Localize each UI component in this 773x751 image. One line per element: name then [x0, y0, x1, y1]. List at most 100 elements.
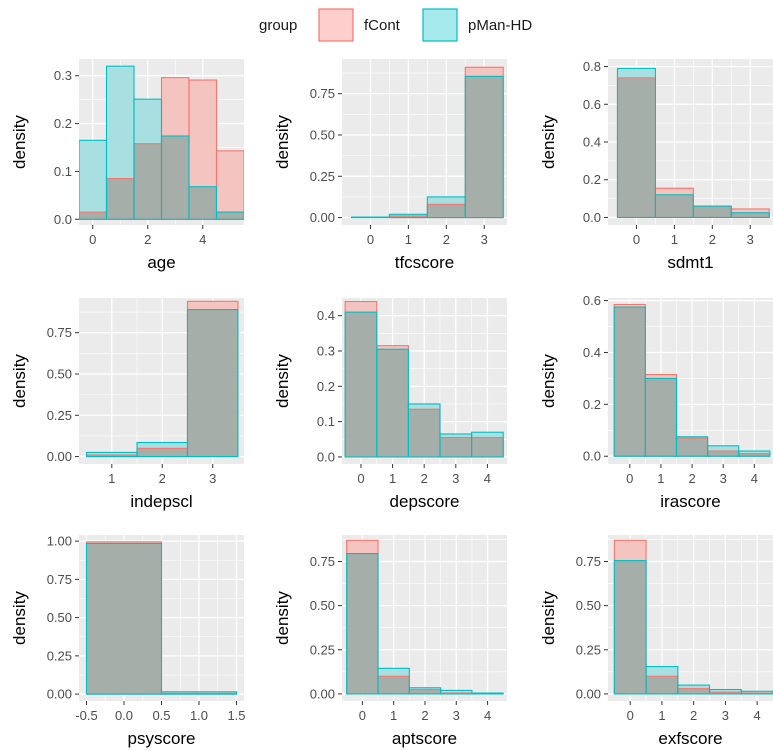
bar-overlap — [409, 689, 441, 694]
y-tick-label: 0.50 — [47, 610, 72, 625]
bar-excess — [614, 540, 647, 561]
bar-pman-hd — [377, 667, 410, 695]
bar-excess — [106, 66, 134, 179]
x-tick-label: 0.0 — [115, 708, 133, 723]
y-axis-title: density — [273, 115, 292, 169]
bar-pman-hd — [440, 689, 473, 695]
y-tick-label: 0.3 — [54, 68, 72, 83]
y-tick-label: 0.00 — [47, 449, 72, 464]
panel-depscore: 0.0 0.1 0.2 0.3 0.4 0 1 2 3 4 depscore density — [273, 298, 507, 511]
bar-pman-hd — [215, 211, 244, 220]
y-tick-label: 0.25 — [47, 408, 72, 423]
y-tick-label: 0.50 — [310, 598, 335, 613]
x-tick-label: 1 — [671, 232, 678, 247]
bar-overlap — [646, 676, 678, 694]
bar-excess — [408, 403, 440, 410]
y-axis-title: density — [539, 354, 558, 408]
legend-label-pman-hd: pMan-HD — [468, 17, 532, 34]
bar-pman-hd — [471, 431, 504, 458]
bar-pman-hd — [730, 212, 770, 219]
y-tick-label: 0.1 — [317, 414, 335, 429]
x-tick-label: 0 — [89, 232, 96, 247]
y-tick-label: 0.0 — [54, 212, 72, 227]
y-tick-label: 0.00 — [47, 687, 72, 702]
panel-sdmt1: 0.0 0.2 0.4 0.6 0.8 0 1 2 3 sdmt1 density — [539, 59, 773, 272]
bar-excess — [731, 208, 770, 213]
y-tick-label: 0.75 — [47, 572, 72, 587]
x-tick-label: 2 — [709, 232, 716, 247]
panel-bars — [346, 539, 504, 695]
panel-psyscore: 0.00 0.25 0.50 0.75 1.00 -0.5 0.0 0.5 1.0 1.5 psys… — [10, 534, 246, 748]
bar-overlap — [189, 186, 217, 220]
bar-overlap — [216, 212, 244, 220]
bar-overlap — [645, 378, 677, 457]
bar-pman-hd — [645, 666, 679, 695]
y-tick-label: 0.75 — [576, 554, 601, 569]
x-tick-label: 0 — [357, 471, 364, 486]
bar-excess — [346, 540, 379, 554]
y-axis-title: density — [539, 115, 558, 169]
bar-excess — [440, 690, 472, 694]
y-tick-label: 0.75 — [47, 325, 72, 340]
bar-overlap — [707, 451, 739, 457]
panel-irascore: 0.0 0.2 0.4 0.6 0 1 2 3 4 irascore density — [539, 293, 773, 511]
bar-overlap — [465, 76, 504, 218]
y-tick-label: 0.50 — [310, 127, 335, 142]
bar-excess — [465, 67, 504, 77]
panel-bars — [350, 66, 504, 219]
x-tick-label: 1 — [390, 708, 397, 723]
bar-overlap — [471, 437, 504, 457]
panel-exfscore: 0.00 0.25 0.50 0.75 0 1 2 3 4 exfscore density — [539, 535, 773, 748]
x-axis-title: exfscore — [658, 729, 722, 748]
y-tick-label: 0.4 — [317, 308, 335, 323]
bar-excess — [677, 685, 710, 689]
y-tick-label: 0.2 — [583, 397, 601, 412]
x-tick-label: 3 — [452, 471, 459, 486]
x-axis-title: indepscl — [130, 492, 192, 511]
x-tick-label: 3 — [209, 471, 216, 486]
bar-excess — [79, 140, 107, 213]
x-tick-label: 1 — [389, 471, 396, 486]
x-tick-label: -0.5 — [75, 708, 97, 723]
bar-overlap — [617, 77, 656, 218]
bar-pman-hd — [738, 450, 771, 457]
x-axis-title: depscore — [390, 492, 460, 511]
bar-excess — [655, 188, 694, 195]
bar-excess — [427, 196, 466, 205]
bar-excess — [617, 68, 656, 78]
bar-overlap — [376, 349, 409, 457]
x-tick-label: 2 — [421, 708, 428, 723]
y-tick-label: 0.25 — [310, 169, 335, 184]
panel-bars — [79, 65, 244, 220]
y-axis-title: density — [273, 354, 292, 408]
bar-pman-hd — [346, 552, 379, 695]
panel-aptscore: 0.00 0.25 0.50 0.75 0 1 2 3 4 aptscore density — [273, 535, 507, 748]
x-tick-label: 3 — [720, 471, 727, 486]
bar-pman-hd — [464, 75, 504, 219]
bar-overlap — [614, 307, 646, 457]
bar-excess — [86, 541, 162, 544]
bar-excess — [389, 214, 428, 216]
bar-excess — [709, 689, 742, 693]
y-tick-label: 0.00 — [576, 686, 601, 701]
panel-age: 0.0 0.1 0.2 0.3 0 2 4 age density — [10, 59, 244, 272]
y-tick-label: 0.0 — [317, 449, 335, 464]
bar-excess — [161, 77, 189, 137]
bar-excess — [738, 451, 770, 454]
y-axis-title: density — [10, 591, 29, 645]
x-tick-label: 2 — [688, 471, 695, 486]
bar-excess — [345, 301, 377, 313]
x-tick-label: 3 — [453, 708, 460, 723]
bar-overlap — [676, 438, 708, 457]
bar-excess — [676, 436, 708, 439]
facet-panels: 0.00.10.20.30 2 4agedensity0.000.250.500.7… — [10, 59, 773, 748]
panel-tfcscore: 0.00 0.25 0.50 0.75 0 1 2 3 tfcscore density — [273, 59, 507, 272]
y-axis-title: density — [10, 354, 29, 408]
bar-excess — [707, 445, 739, 452]
x-tick-label: 0 — [633, 232, 640, 247]
x-tick-label: 2 — [690, 708, 697, 723]
x-tick-label: 2 — [144, 232, 151, 247]
x-axis-title: sdmt1 — [667, 253, 713, 272]
bar-excess — [614, 304, 646, 308]
legend-label-fcont: fCont — [364, 17, 401, 34]
